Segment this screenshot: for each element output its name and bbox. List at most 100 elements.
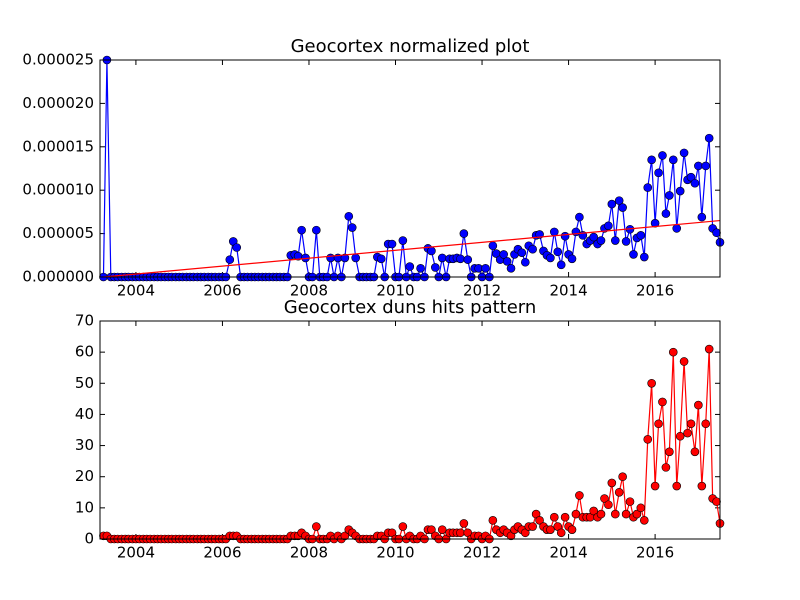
axes-frame [99,320,721,540]
x-tick-label: 2012 [463,544,501,562]
data-point [528,244,537,254]
data-point [459,229,469,238]
x-tick-label: 2008 [290,544,328,562]
data-point [632,509,642,519]
x-tick-label: 2006 [203,282,241,300]
x-tick-label: 2016 [636,544,674,562]
data-point [697,481,707,491]
data-point [398,236,408,245]
data-point [621,237,631,246]
y-tick-label: 0.000010 [22,181,94,199]
data-point [661,209,671,218]
data-point [647,155,656,165]
y-tick-label: 30 [75,436,94,454]
data-point [650,481,660,491]
data-point [672,481,682,491]
x-tick-label: 2014 [549,282,587,300]
data-point [312,225,321,235]
data-point [618,472,627,482]
data-point [589,506,598,516]
data-point [535,516,544,525]
data-point [344,211,354,221]
data-point [405,262,415,271]
x-tick-label: 2004 [117,544,155,562]
data-point [607,199,617,209]
data-point [690,178,700,188]
data-point [596,236,606,245]
y-tick-label: 0.000000 [22,268,94,286]
y-tick-label: 20 [75,467,94,485]
data-point [546,253,555,263]
data-point [614,487,624,497]
data-point [312,522,321,531]
data-point [639,516,649,525]
x-tick-label: 2010 [376,282,414,300]
data-point [351,253,361,263]
data-point [437,525,447,534]
data-point [463,255,473,264]
data-point [589,232,598,242]
x-tick-label: 2006 [203,544,241,562]
data-point [604,221,613,231]
data-point [575,212,584,222]
data-point [661,463,671,472]
data-point [600,494,609,503]
data-point [636,503,646,513]
data-point [675,186,685,196]
data-point [517,248,527,257]
data-point [326,253,335,263]
data-point [604,500,613,510]
data-point [672,224,682,233]
data-point [459,519,469,528]
data-point [647,378,656,388]
data-point [347,223,357,232]
data-point [686,419,696,429]
data-point [549,512,559,522]
data-point [658,151,667,160]
data-point [665,191,674,200]
chart-title: Geocortex duns hits pattern [284,297,537,318]
chart-title: Geocortex normalized plot [291,36,530,57]
data-point [225,255,235,264]
data-point [416,264,425,273]
data-point [387,239,397,249]
data-point [567,525,577,534]
y-tick-label: 70 [75,312,94,330]
y-tick-label: 50 [75,374,94,392]
data-point [668,347,678,357]
data-point [683,428,692,438]
axes-frame [99,59,721,278]
data-point [499,250,508,259]
data-point [481,264,490,273]
data-point [665,447,674,457]
data-point [629,250,638,259]
data-point [636,231,646,240]
data-point [690,447,700,457]
data-point [694,161,703,171]
data-point [614,196,624,205]
data-point [556,528,566,538]
data-point [712,228,721,238]
data-point [521,257,530,267]
data-point [488,516,498,525]
x-tick-label: 2008 [290,282,328,300]
data-point [340,253,350,263]
data-point [431,263,440,272]
data-point [376,254,386,264]
data-point [560,512,570,522]
data-point [546,525,555,534]
data-point [704,133,714,143]
data-point [704,344,714,354]
data-point [679,357,689,366]
data-point [712,497,721,506]
data-point [654,168,663,178]
x-tick-label: 2012 [463,282,501,300]
data-point [625,497,635,506]
data-point [701,419,711,429]
data-point [675,431,685,441]
x-tick-label: 2010 [376,544,414,562]
data-point [607,478,617,488]
data-point [488,241,498,251]
